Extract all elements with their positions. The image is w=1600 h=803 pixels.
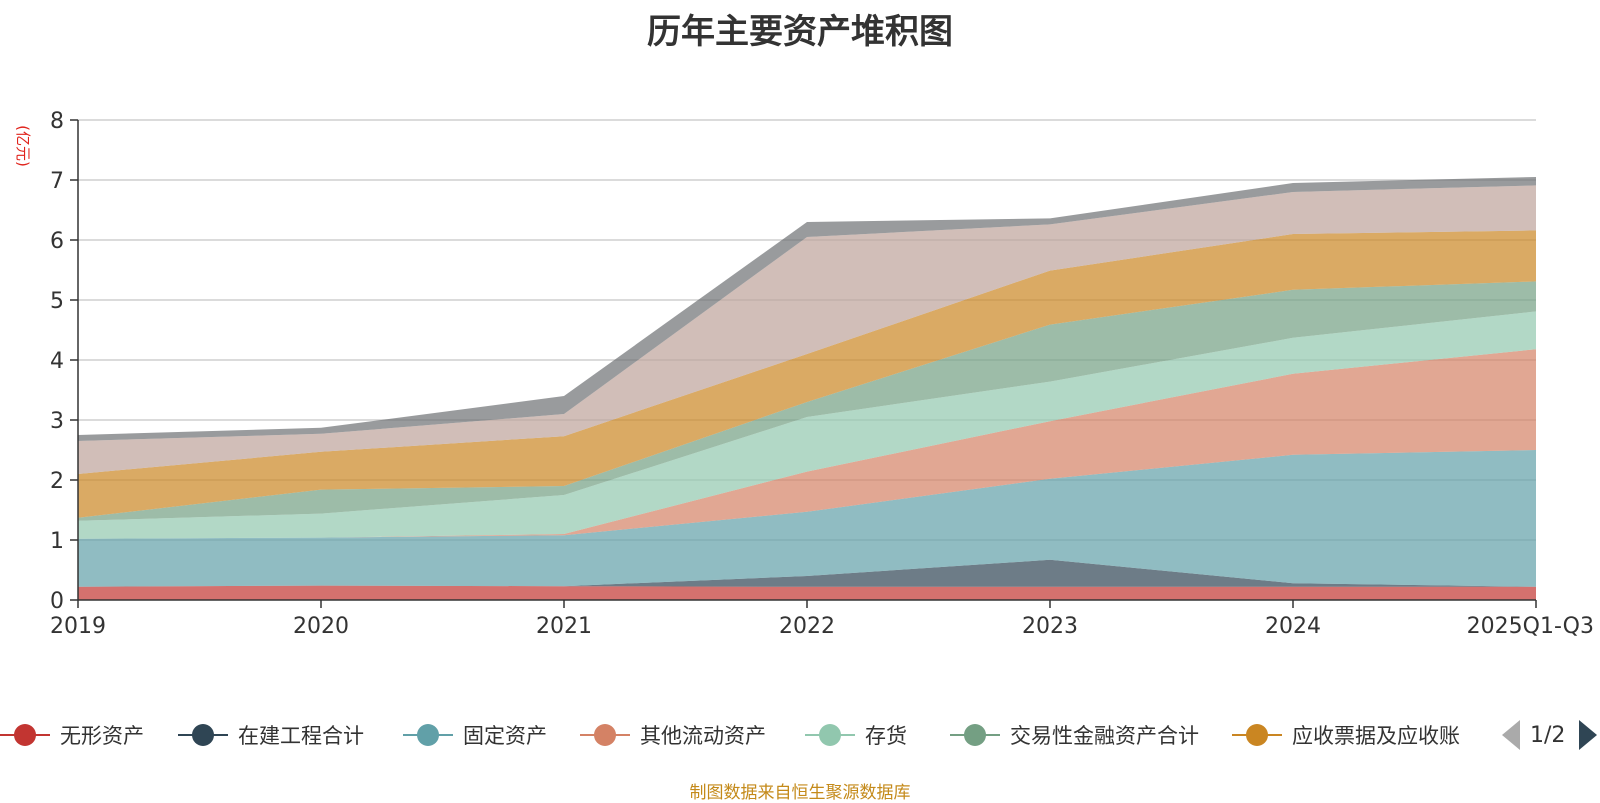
- area-其他流动资产: [78, 349, 1536, 539]
- x-tick-label: 2022: [779, 614, 835, 639]
- area-存货: [78, 311, 1536, 539]
- data-source-note: 制图数据来自恒生聚源数据库: [689, 783, 911, 803]
- y-tick-label: 4: [50, 349, 64, 374]
- y-tick-label: 5: [50, 289, 64, 314]
- legend-item[interactable]: 其他流动资产: [580, 715, 766, 755]
- legend-pager: 1/2: [1502, 717, 1598, 753]
- legend-marker-icon: [805, 723, 855, 747]
- legend-item[interactable]: 应收票据及应收账: [1232, 715, 1460, 755]
- y-tick-label: 3: [50, 409, 64, 434]
- legend-next-page-icon[interactable]: [1579, 720, 1598, 750]
- legend-marker-icon: [178, 723, 228, 747]
- x-tick-label: 2019: [50, 614, 106, 639]
- legend-item[interactable]: 存货: [805, 715, 907, 755]
- chart-title: 历年主要资产堆积图: [647, 12, 953, 52]
- legend-label: 其他流动资产: [640, 724, 766, 748]
- legend-label: 存货: [865, 724, 907, 748]
- legend-label: 无形资产: [60, 724, 144, 748]
- area-在建工程合计: [78, 559, 1536, 587]
- legend-marker-icon: [580, 723, 630, 747]
- legend-prev-page-icon[interactable]: [1502, 720, 1520, 750]
- y-tick-label: 7: [50, 169, 64, 194]
- legend-marker-icon: [403, 723, 453, 747]
- legend-marker-icon: [1232, 723, 1282, 747]
- legend-label: 应收票据及应收账: [1292, 724, 1460, 748]
- y-tick-label: 2: [50, 469, 64, 494]
- y-tick-label: 0: [50, 589, 64, 614]
- x-tick-label: 2020: [293, 614, 349, 639]
- x-tick-label: 2025Q1-Q3: [1467, 614, 1594, 639]
- legend-item[interactable]: 无形资产: [0, 715, 144, 755]
- area-交易性金融资产合计: [78, 281, 1536, 521]
- y-axis-label: (亿元): [14, 125, 32, 167]
- x-tick-label: 2024: [1265, 614, 1321, 639]
- area-应收票据及应收账: [78, 230, 1536, 518]
- area-其他: [78, 177, 1536, 441]
- legend-marker-icon: [0, 723, 50, 747]
- area-预付款项: [78, 185, 1536, 474]
- legend-marker-icon: [950, 723, 1000, 747]
- area-无形资产: [78, 585, 1536, 600]
- area-固定资产: [78, 450, 1536, 587]
- x-tick-label: 2023: [1022, 614, 1078, 639]
- y-tick-label: 6: [50, 229, 64, 254]
- legend-page-indicator: 1/2: [1530, 722, 1566, 748]
- stacked-area-chart: 0 1 2 3 4 5 6 7 8 (亿元) 2019 2020 2021 2022 2023 2024 202…: [14, 109, 1594, 639]
- y-tick-label: 1: [50, 529, 64, 554]
- legend-item[interactable]: 在建工程合计: [178, 715, 364, 755]
- legend-label: 在建工程合计: [238, 724, 364, 748]
- x-tick-label: 2021: [536, 614, 592, 639]
- legend-item[interactable]: 交易性金融资产合计: [950, 715, 1199, 755]
- legend-item[interactable]: 固定资产: [403, 715, 547, 755]
- y-tick-label: 8: [50, 109, 64, 134]
- chart-legend: 无形资产 在建工程合计 固定资产 其他流动资产 存货 交易性金融资产合计 应收票据及应收账: [0, 715, 1600, 755]
- legend-label: 交易性金融资产合计: [1010, 724, 1199, 748]
- legend-label: 固定资产: [463, 724, 547, 748]
